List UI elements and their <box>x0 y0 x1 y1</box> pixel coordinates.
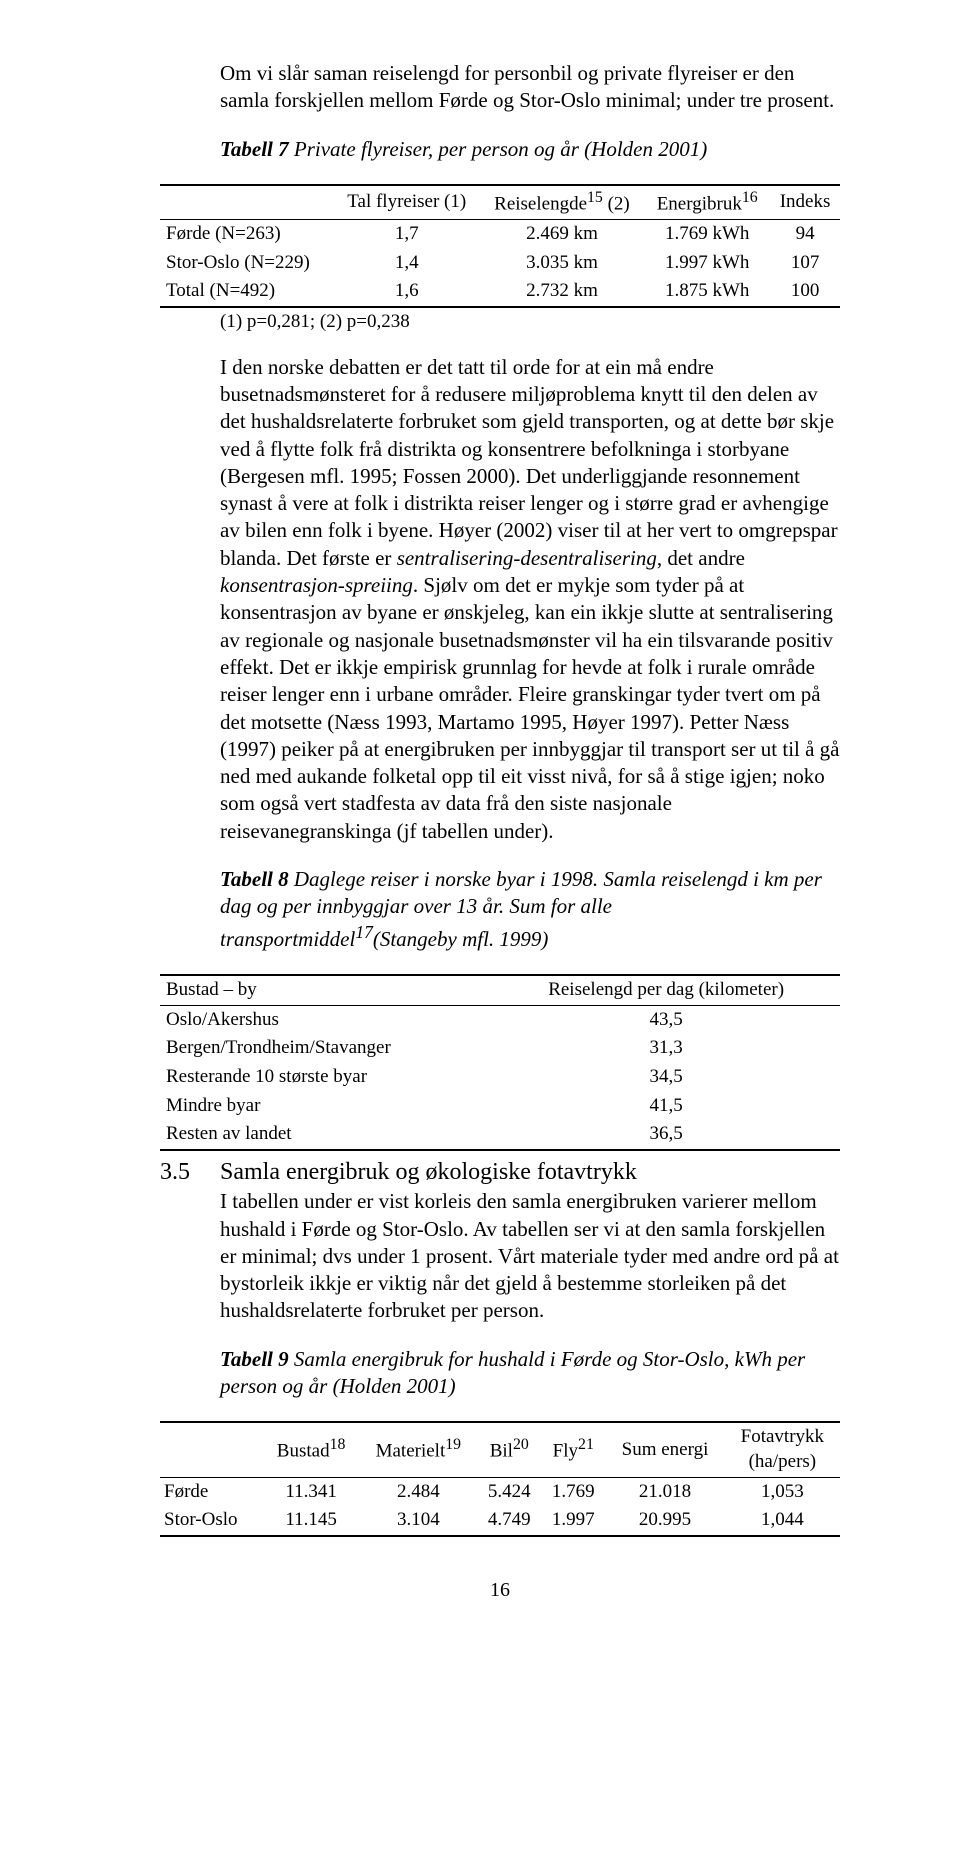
table7-note: (1) p=0,281; (2) p=0,238 <box>220 310 840 335</box>
table9-caption-bold: Tabell 9 <box>220 1347 289 1371</box>
intro-paragraph: Om vi slår saman reiselengd for personbi… <box>220 60 840 115</box>
table9-caption: Tabell 9 Samla energibruk for hushald i … <box>220 1346 840 1401</box>
table-row: Total (N=492) 1,6 2.732 km 1.875 kWh 100 <box>160 277 840 307</box>
table-row: Førde (N=263) 1,7 2.469 km 1.769 kWh 94 <box>160 220 840 249</box>
table7-caption-bold: Tabell 7 <box>220 137 289 161</box>
table-row: Stor-Oslo (N=229) 1,4 3.035 km 1.997 kWh… <box>160 249 840 278</box>
table9-h6: Fotavtrykk(ha/pers) <box>725 1423 840 1477</box>
table7-h2: Reiselengde15 (2) <box>480 186 645 220</box>
section-title: Samla energibruk og økologiske fotavtryk… <box>220 1157 637 1188</box>
body-paragraph-2: I tabellen under er vist korleis den sam… <box>220 1188 840 1324</box>
table9-h2: Materielt19 <box>359 1423 477 1477</box>
table-row: Oslo/Akershus43,5 <box>160 1006 840 1035</box>
table-row: Førde 11.341 2.484 5.424 1.769 21.018 1,… <box>160 1478 840 1507</box>
table-row: Bergen/Trondheim/Stavanger31,3 <box>160 1034 840 1063</box>
table7-h1: Tal flyreiser (1) <box>334 186 480 220</box>
page-number: 16 <box>160 1577 840 1603</box>
table-row: Stor-Oslo 11.145 3.104 4.749 1.997 20.99… <box>160 1506 840 1536</box>
table7-caption: Tabell 7 Private flyreiser, per person o… <box>220 136 840 163</box>
section-heading: 3.5 Samla energibruk og økologiske fotav… <box>160 1157 840 1188</box>
table8-h2: Reiselengd per dag (kilometer) <box>492 976 840 1005</box>
table8-h1: Bustad – by <box>160 976 492 1005</box>
table7-h3: Energibruk16 <box>644 186 770 220</box>
table9: Bustad18 Materielt19 Bil20 Fly21 Sum ene… <box>160 1421 840 1537</box>
table8: Bustad – by Reiselengd per dag (kilomete… <box>160 974 840 1151</box>
body-paragraph-1: I den norske debatten er det tatt til or… <box>220 354 840 845</box>
table7-h4: Indeks <box>770 186 840 220</box>
table8-caption-bold: Tabell 8 <box>220 867 289 891</box>
table-row: Resten av landet36,5 <box>160 1120 840 1150</box>
table9-h4: Fly21 <box>541 1423 605 1477</box>
table7-caption-rest: Private flyreiser, per person og år (Hol… <box>289 137 708 161</box>
table9-h3: Bil20 <box>477 1423 541 1477</box>
section-number: 3.5 <box>160 1157 220 1188</box>
table9-h1: Bustad18 <box>263 1423 360 1477</box>
table9-h5: Sum energi <box>605 1423 724 1477</box>
table-row: Resterande 10 største byar34,5 <box>160 1063 840 1092</box>
table7: Tal flyreiser (1) Reiselengde15 (2) Ener… <box>160 184 840 308</box>
table8-caption: Tabell 8 Daglege reiser i norske byar i … <box>220 866 840 953</box>
table-row: Mindre byar41,5 <box>160 1092 840 1121</box>
